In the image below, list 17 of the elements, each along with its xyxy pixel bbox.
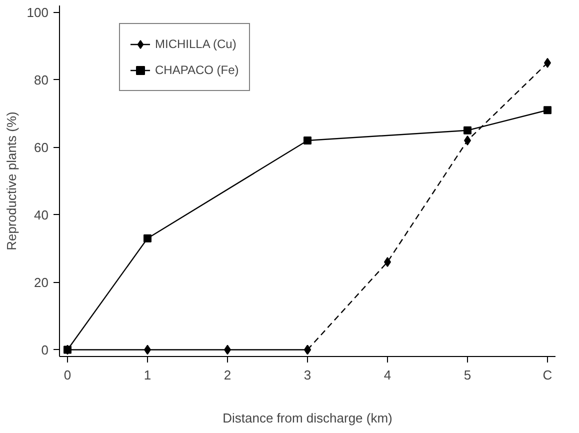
x-tick-label: 4 xyxy=(384,368,392,382)
y-tick-label: 40 xyxy=(34,207,49,222)
legend-label: MICHILLA (Cu) xyxy=(155,37,236,51)
legend-label: CHAPACO (Fe) xyxy=(155,63,239,77)
x-tick-label: 0 xyxy=(64,368,72,382)
y-tick-label: 0 xyxy=(41,342,49,358)
x-tick-label: 5 xyxy=(464,368,472,382)
y-tick-label: 20 xyxy=(34,274,49,290)
y-tick-label: 100 xyxy=(26,4,49,20)
x-tick-label: 3 xyxy=(304,368,312,382)
y-tick-label: 60 xyxy=(34,140,49,155)
y-axis-title: Reproductive plants (%) xyxy=(4,112,19,250)
x-axis-title: Distance from discharge (km) xyxy=(222,410,392,426)
x-tick-label: 2 xyxy=(224,368,232,382)
x-tick-label: C xyxy=(542,368,552,382)
x-tick-label: 1 xyxy=(144,368,152,382)
y-tick-label: 80 xyxy=(34,72,49,88)
